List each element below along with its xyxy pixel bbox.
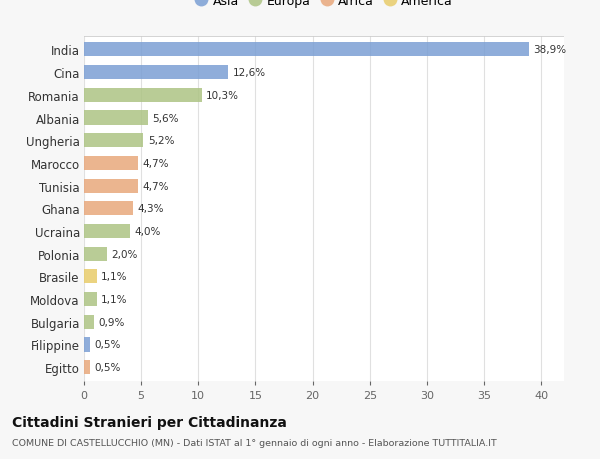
Bar: [84, 179, 138, 193]
Bar: [84, 202, 133, 216]
Text: 4,3%: 4,3%: [138, 204, 164, 214]
Bar: [84, 315, 94, 329]
Bar: [84, 247, 107, 261]
Text: 4,7%: 4,7%: [142, 158, 169, 168]
Legend: Asia, Europa, Africa, America: Asia, Europa, Africa, America: [190, 0, 458, 12]
Text: 5,6%: 5,6%: [152, 113, 179, 123]
Bar: [84, 270, 97, 284]
Text: 0,9%: 0,9%: [99, 317, 125, 327]
Text: 4,0%: 4,0%: [134, 226, 161, 236]
Text: COMUNE DI CASTELLUCCHIO (MN) - Dati ISTAT al 1° gennaio di ogni anno - Elaborazi: COMUNE DI CASTELLUCCHIO (MN) - Dati ISTA…: [12, 438, 497, 448]
Bar: [84, 224, 130, 239]
Bar: [84, 43, 529, 57]
Text: 10,3%: 10,3%: [206, 90, 239, 101]
Text: Cittadini Stranieri per Cittadinanza: Cittadini Stranieri per Cittadinanza: [12, 415, 287, 429]
Text: 12,6%: 12,6%: [233, 68, 266, 78]
Text: 1,1%: 1,1%: [101, 272, 128, 282]
Bar: [84, 89, 202, 103]
Text: 0,5%: 0,5%: [94, 363, 121, 372]
Bar: [84, 292, 97, 307]
Bar: [84, 66, 228, 80]
Bar: [84, 134, 143, 148]
Bar: [84, 338, 90, 352]
Text: 0,5%: 0,5%: [94, 340, 121, 350]
Text: 2,0%: 2,0%: [112, 249, 138, 259]
Bar: [84, 111, 148, 125]
Bar: [84, 360, 90, 375]
Text: 4,7%: 4,7%: [142, 181, 169, 191]
Text: 5,2%: 5,2%: [148, 136, 175, 146]
Text: 38,9%: 38,9%: [533, 45, 566, 55]
Bar: [84, 157, 138, 171]
Text: 1,1%: 1,1%: [101, 294, 128, 304]
